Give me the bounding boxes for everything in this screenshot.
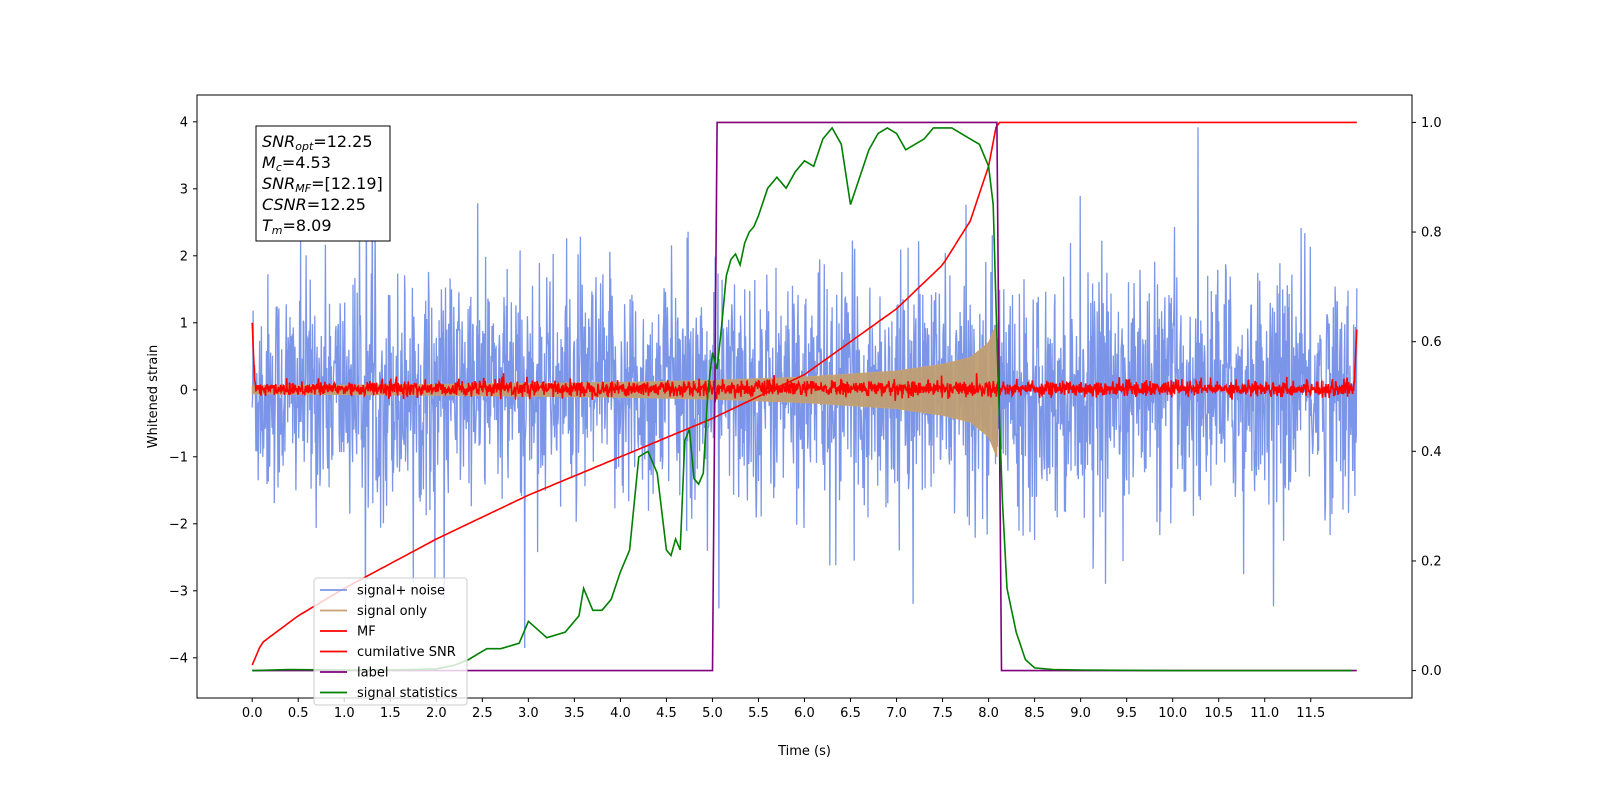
x-tick-label: 10.5 bbox=[1204, 706, 1233, 721]
x-tick-label: 0.0 bbox=[242, 706, 263, 721]
info-subscript: opt bbox=[295, 140, 314, 153]
legend-entry: cumilative SNR bbox=[357, 645, 456, 660]
x-tick-label: 4.5 bbox=[656, 706, 677, 721]
info-box: SNRopt=12.25Mc=4.53SNRMF=[12.19]CSNR=12.… bbox=[255, 125, 391, 242]
y2-tick-label: 0.4 bbox=[1421, 445, 1442, 460]
y-tick-label: −4 bbox=[169, 651, 188, 666]
info-value: =12.25 bbox=[307, 195, 366, 214]
series-cumulative-snr bbox=[251, 121, 1357, 666]
legend: signal+ noise signal only MF cumilative SNR… bbox=[313, 577, 468, 706]
y-tick-label: 3 bbox=[180, 182, 188, 197]
y-tick-label: −3 bbox=[169, 584, 188, 599]
info-line: CSNR=12.25 bbox=[262, 195, 366, 214]
y-tick-label: −1 bbox=[169, 450, 188, 465]
legend-entry: signal+ noise bbox=[357, 584, 445, 599]
plot-area bbox=[251, 121, 1358, 672]
x-tick-label: 5.5 bbox=[748, 706, 769, 721]
legend-frame bbox=[313, 577, 468, 706]
info-line: Tm=8.09 bbox=[262, 216, 332, 237]
y-tick-label: 1 bbox=[180, 316, 188, 331]
info-value: =8.09 bbox=[283, 216, 332, 235]
x-tick-label: 9.5 bbox=[1116, 706, 1137, 721]
info-box-frame bbox=[255, 125, 391, 242]
x-tick-label: 10.0 bbox=[1158, 706, 1187, 721]
info-line: SNRMF=[12.19] bbox=[262, 174, 383, 195]
x-tick-label: 1.5 bbox=[380, 706, 401, 721]
info-subscript: m bbox=[272, 224, 283, 237]
series-mf bbox=[251, 322, 1358, 403]
legend-entry: MF bbox=[357, 625, 376, 640]
x-tick-label: 5.0 bbox=[702, 706, 723, 721]
y-tick-label: 0 bbox=[180, 383, 188, 398]
x-tick-label: 9.0 bbox=[1070, 706, 1091, 721]
x-tick-label: 2.5 bbox=[472, 706, 493, 721]
x-tick-label: 1.0 bbox=[334, 706, 355, 721]
x-tick-label: 11.0 bbox=[1250, 706, 1279, 721]
info-symbol: SNR bbox=[262, 174, 295, 193]
x-tick-label: 6.0 bbox=[794, 706, 815, 721]
x-tick-label: 2.0 bbox=[426, 706, 447, 721]
y2-tick-label: 0.0 bbox=[1421, 664, 1442, 679]
x-tick-label: 3.5 bbox=[564, 706, 585, 721]
axes: 0.0 0.5 1.0 1.5 2.0 2.5 3.0 3.5 4.0 4.5 5.0 5.5 6.0 6… bbox=[146, 94, 1442, 759]
info-line: SNRopt=12.25 bbox=[262, 132, 373, 153]
info-subscript: c bbox=[276, 161, 282, 174]
y-tick-label: 2 bbox=[180, 249, 188, 264]
legend-entry: label bbox=[357, 666, 388, 681]
y2-tick-label: 1.0 bbox=[1421, 116, 1442, 131]
x-tick-label: 8.5 bbox=[1024, 706, 1045, 721]
x-tick-label: 0.5 bbox=[288, 706, 309, 721]
y-axis-label: Whitened strain bbox=[146, 345, 161, 448]
legend-entry: signal statistics bbox=[357, 686, 458, 701]
info-symbol: CSNR bbox=[262, 195, 307, 214]
series-group bbox=[251, 121, 1358, 672]
info-symbol: T bbox=[262, 216, 273, 235]
info-value: =4.53 bbox=[282, 153, 331, 172]
series-signal-statistics bbox=[252, 126, 1353, 672]
y-tick-label: −2 bbox=[169, 517, 188, 532]
info-line: Mc=4.53 bbox=[262, 153, 331, 174]
x-axis-label: Time (s) bbox=[777, 744, 831, 759]
x-tick-label: 8.0 bbox=[978, 706, 999, 721]
y2-tick-label: 0.8 bbox=[1421, 226, 1442, 241]
y2-tick-label: 0.6 bbox=[1421, 335, 1442, 350]
x-tick-label: 4.0 bbox=[610, 706, 631, 721]
info-symbol: SNR bbox=[262, 132, 295, 151]
y-tick-label: 4 bbox=[180, 115, 188, 130]
x-tick-label: 3.0 bbox=[518, 706, 539, 721]
x-tick-label: 11.5 bbox=[1296, 706, 1325, 721]
x-tick-label: 7.5 bbox=[932, 706, 953, 721]
info-symbol: M bbox=[262, 153, 276, 172]
series-label bbox=[252, 121, 1357, 672]
info-value: =12.25 bbox=[313, 132, 372, 151]
y2-tick-label: 0.2 bbox=[1421, 554, 1442, 569]
x-tick-label: 7.0 bbox=[886, 706, 907, 721]
info-subscript: MF bbox=[295, 182, 311, 195]
legend-entry: signal only bbox=[357, 604, 427, 619]
info-value: =[12.19] bbox=[311, 174, 383, 193]
x-tick-label: 6.5 bbox=[840, 706, 861, 721]
